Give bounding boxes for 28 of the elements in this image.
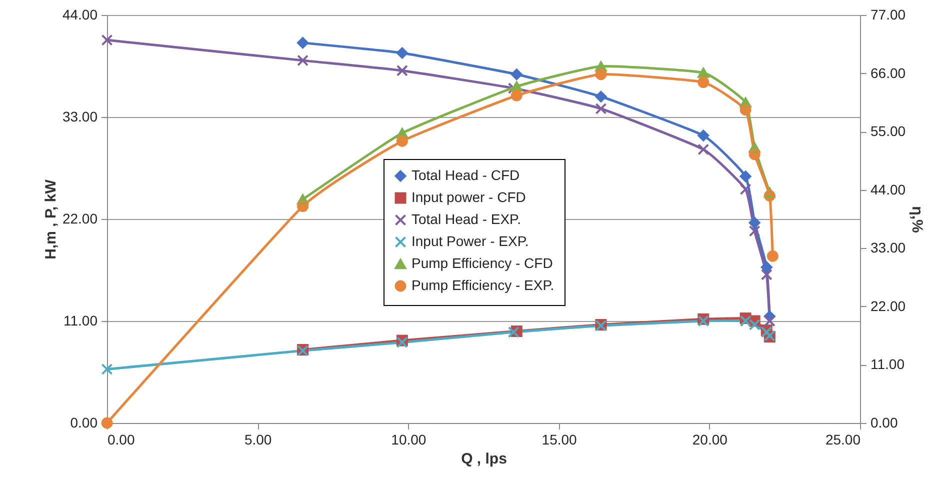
legend-label: Total Head - EXP. xyxy=(412,211,521,227)
y-tick-label: 33.00 xyxy=(62,108,98,124)
x-tick-label: 20.00 xyxy=(692,432,728,448)
y-tick-label: 44.00 xyxy=(62,6,98,22)
y2-tick-label: 22.00 xyxy=(870,298,906,314)
y2-axis-title: η,% xyxy=(908,206,926,233)
y2-tick-label: 44.00 xyxy=(870,181,906,198)
y2-tick-label: 0.00 xyxy=(870,414,898,430)
x-tick-label: 10.00 xyxy=(391,432,426,448)
y2-tick-label: 66.00 xyxy=(870,64,906,81)
legend-label: Total Head - CFD xyxy=(412,167,520,183)
x-tick-label: 5.00 xyxy=(244,432,272,448)
y-tick-label: 22.00 xyxy=(62,210,98,226)
x-tick-label: 25.00 xyxy=(825,432,861,448)
y-tick-label: 11.00 xyxy=(64,312,98,328)
legend-label: Pump Efficiency - CFD xyxy=(412,255,553,271)
x-axis-title: Q , lps xyxy=(461,450,507,468)
x-tick-label: 0.00 xyxy=(108,432,135,448)
y2-tick-label: 55.00 xyxy=(870,123,906,140)
legend-label: Pump Efficiency - EXP. xyxy=(412,277,554,293)
legend-label: Input power - CFD xyxy=(412,189,526,205)
legend-label: Input Power - EXP. xyxy=(412,233,529,249)
y2-tick-label: 77.00 xyxy=(870,6,906,22)
y-tick-label: 0.00 xyxy=(70,414,98,430)
x-tick-label: 15.00 xyxy=(542,432,578,448)
y2-tick-label: 33.00 xyxy=(870,240,906,256)
y2-tick-label: 11.00 xyxy=(870,356,905,372)
y-axis-title: H,m , P, kW xyxy=(42,178,60,260)
